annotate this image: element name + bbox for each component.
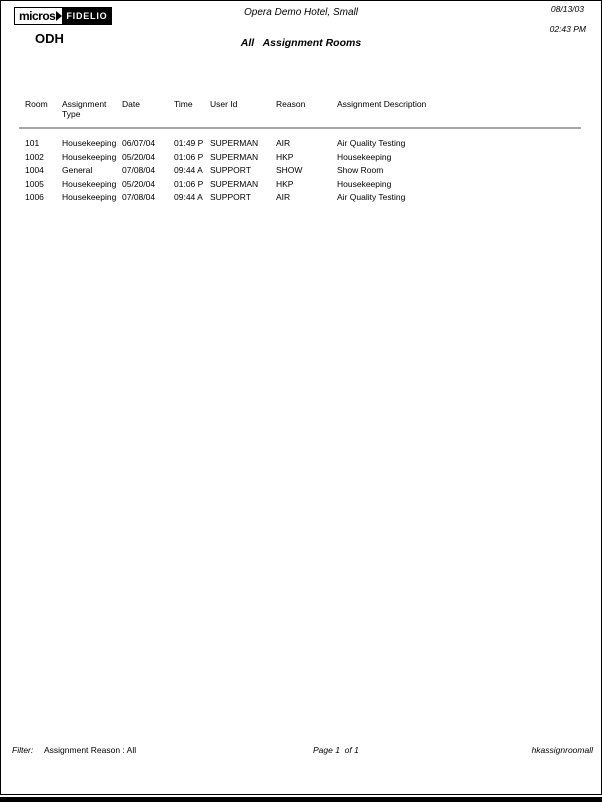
cell-user-id: SUPPORT: [210, 165, 251, 176]
micros-fidelio-logo: micros FIDELIO: [14, 7, 113, 25]
cell-user-id: SUPPORT: [210, 192, 251, 203]
cell-reason: AIR: [276, 138, 291, 148]
report-title: All Assignment Rooms: [240, 37, 362, 49]
assignment-rooms-table: Room Assignment Type Date Time User Id R…: [25, 99, 581, 205]
fidelio-wordmark: FIDELIO: [63, 7, 113, 25]
cell-reason: HKP: [276, 151, 294, 162]
cell-date: 07/08/04: [122, 192, 156, 203]
cell-room: 1006: [25, 192, 44, 203]
cell-date: 07/08/04: [122, 165, 156, 176]
arrow-right-icon: [56, 11, 63, 21]
table-body: 101 Housekeeping 06/07/04 01:49 P SUPERM…: [25, 137, 581, 205]
cell-assignment-description: Housekeeping: [337, 178, 392, 189]
cell-date: 05/20/04: [122, 178, 156, 189]
column-header-room: Room: [25, 99, 48, 109]
column-header-assignment-type: Assignment Type: [62, 99, 107, 119]
cell-assignment-type: Housekeeping: [62, 178, 117, 189]
cell-assignment-type: Housekeeping: [62, 138, 117, 148]
filter-label: Filter:: [12, 745, 34, 755]
cell-assignment-description: Show Room: [337, 165, 384, 176]
column-header-reason: Reason: [276, 99, 306, 109]
table-row: 1005 Housekeeping 05/20/04 01:06 P SUPER…: [25, 178, 581, 192]
cell-time: 01:06 P: [174, 178, 204, 189]
run-date: 08/13/03: [550, 4, 584, 14]
cell-room: 1005: [25, 178, 44, 189]
page-number: Page 1 of 1: [313, 745, 359, 755]
cell-user-id: SUPERMAN: [210, 151, 259, 162]
table-row: 1002 Housekeeping 05/20/04 01:06 P SUPER…: [25, 151, 581, 165]
micros-logo-text: micros: [14, 7, 64, 25]
table-row: 1006 Housekeeping 07/08/04 09:44 A SUPPO…: [25, 191, 581, 205]
table-row: 1004 General 07/08/04 09:44 A SUPPORT SH…: [25, 164, 581, 178]
cell-reason: AIR: [276, 192, 291, 203]
filter-value: Assignment Reason : All: [44, 745, 137, 755]
cell-reason: HKP: [276, 178, 294, 189]
cell-date: 06/07/04: [122, 138, 156, 148]
cell-assignment-description: Air Quality Testing: [337, 138, 406, 148]
cell-date: 05/20/04: [122, 151, 156, 162]
cell-assignment-description: Air Quality Testing: [337, 192, 406, 203]
cell-assignment-type: Housekeeping: [62, 192, 117, 203]
table-header-divider: [19, 127, 581, 129]
cell-time: 01:06 P: [174, 151, 204, 162]
table-header-row: Room Assignment Type Date Time User Id R…: [25, 99, 581, 137]
table-row: 101 Housekeeping 06/07/04 01:49 P SUPERM…: [25, 137, 581, 151]
column-header-date: Date: [122, 99, 140, 109]
hotel-name: Opera Demo Hotel, Small: [244, 7, 358, 18]
cell-user-id: SUPERMAN: [210, 178, 259, 189]
column-header-assignment-description: Assignment Description: [337, 99, 427, 109]
cell-assignment-type: General: [62, 165, 93, 176]
column-header-time: Time: [174, 99, 193, 109]
cell-assignment-description: Housekeeping: [337, 151, 392, 162]
cell-reason: SHOW: [276, 165, 303, 176]
table-header: Room Assignment Type Date Time User Id R…: [25, 99, 581, 137]
column-header-user-id: User Id: [210, 99, 238, 109]
cell-user-id: SUPERMAN: [210, 138, 259, 148]
run-time: 02:43 PM: [549, 24, 586, 34]
micros-wordmark: micros: [19, 9, 56, 23]
cell-assignment-type: Housekeeping: [62, 151, 117, 162]
cell-room: 101: [25, 138, 40, 148]
cell-time: 09:44 A: [174, 165, 203, 176]
report-file-name: hkassignroomall: [531, 745, 593, 755]
cell-time: 09:44 A: [174, 192, 203, 203]
cell-time: 01:49 P: [174, 138, 204, 148]
cell-room: 1002: [25, 151, 44, 162]
property-code: ODH: [35, 31, 64, 46]
page-bottom-edge: [0, 797, 602, 802]
cell-room: 1004: [25, 165, 44, 176]
